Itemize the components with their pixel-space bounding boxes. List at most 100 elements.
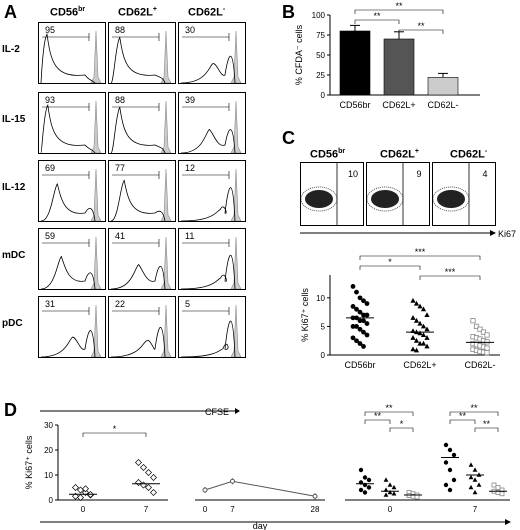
significance-label: ** xyxy=(483,419,491,429)
data-point xyxy=(468,462,474,467)
data-point xyxy=(443,482,449,488)
row-label: IL-12 xyxy=(2,182,26,193)
significance-label: ** xyxy=(373,11,381,21)
panel-b-letter: B xyxy=(282,2,295,22)
percent-label: 93 xyxy=(45,95,55,105)
data-point xyxy=(362,475,368,480)
data-point xyxy=(150,474,157,481)
significance-bracket xyxy=(364,411,414,416)
significance-bracket xyxy=(449,419,476,424)
significance-label: *** xyxy=(415,247,426,257)
data-point xyxy=(77,494,84,501)
data-point xyxy=(354,338,359,344)
percent-label: 12 xyxy=(185,163,195,173)
cfse-axis-arrow xyxy=(40,408,240,414)
data-point xyxy=(391,484,397,490)
sample-curve xyxy=(180,254,236,289)
dot-plot: 10 xyxy=(300,162,364,226)
sample-curve xyxy=(180,55,236,83)
significance-label: ** xyxy=(417,21,425,31)
data-point xyxy=(472,489,478,495)
data-point xyxy=(468,484,474,490)
row-label: IL-15 xyxy=(2,114,26,125)
percent-label: 5 xyxy=(185,299,190,309)
data-point xyxy=(414,494,420,500)
data-point xyxy=(491,482,497,488)
y-tick-label: 0 xyxy=(49,496,54,505)
sample-curve xyxy=(40,104,96,153)
sample-curve xyxy=(40,255,96,289)
data-point xyxy=(350,304,356,309)
significance-label: ** xyxy=(459,411,467,421)
y-tick-label: 5 xyxy=(321,322,326,331)
percent-label: 59 xyxy=(45,231,55,241)
significance-label: * xyxy=(388,257,392,267)
data-point xyxy=(230,478,235,484)
data-point xyxy=(410,315,416,320)
x-tick-label: 28 xyxy=(311,505,320,514)
reference-peak xyxy=(230,30,242,83)
significance-label: ** xyxy=(395,1,403,11)
data-point xyxy=(413,300,420,306)
data-point xyxy=(357,341,363,346)
data-point xyxy=(413,347,420,353)
percent-label: 39 xyxy=(185,95,195,105)
percent-label: 31 xyxy=(45,299,55,309)
data-point xyxy=(420,323,427,329)
data-point xyxy=(447,467,453,473)
significance-bracket xyxy=(359,255,481,260)
data-point xyxy=(499,491,505,497)
cell-cluster xyxy=(305,190,333,208)
sample-curve xyxy=(180,320,236,357)
percent-label: 41 xyxy=(115,231,125,241)
col-header-cd56br: CD56br xyxy=(50,6,86,19)
data-point xyxy=(383,487,389,492)
significance-bracket xyxy=(419,275,481,280)
data-point xyxy=(484,332,490,338)
histogram-plot: 41 xyxy=(108,228,176,290)
data-point xyxy=(410,346,416,352)
sample-curve xyxy=(110,179,166,221)
histogram-plot: 88 xyxy=(108,92,176,154)
histogram-plot: 95 xyxy=(38,22,106,84)
row-label: mDC xyxy=(2,250,26,261)
data-point xyxy=(420,340,427,346)
time-course-line xyxy=(204,480,316,497)
y-tick-label: 25 xyxy=(316,71,325,80)
data-point xyxy=(420,306,427,312)
data-point xyxy=(357,309,363,315)
row-label: IL-2 xyxy=(2,44,20,55)
histogram-plot: 22 xyxy=(108,296,176,358)
histogram-plot: 5 xyxy=(178,296,246,358)
reference-peak xyxy=(230,168,242,221)
ki67-axis-label: Ki67 xyxy=(498,229,517,239)
data-point xyxy=(350,335,356,341)
data-point xyxy=(361,344,366,349)
reference-peak xyxy=(90,304,102,357)
x-tick-label: 7 xyxy=(144,505,149,514)
x-tick-label: CD62L+ xyxy=(403,360,436,370)
histogram-plot: 69 xyxy=(38,160,106,222)
significance-label: * xyxy=(113,424,117,434)
histogram-plot: 77 xyxy=(108,160,176,222)
data-point xyxy=(364,332,370,338)
data-point xyxy=(357,295,363,301)
y-tick-label: 0 xyxy=(321,91,326,100)
histogram-plot: 31 xyxy=(38,296,106,358)
x-tick-label: CD56br xyxy=(344,360,375,370)
reference-peak xyxy=(90,236,102,289)
dot-percent-label: 4 xyxy=(482,169,487,179)
histogram-plot: 30 xyxy=(178,22,246,84)
day-axis-label: day xyxy=(253,521,268,530)
data-point xyxy=(477,326,483,332)
y-tick-label: 50 xyxy=(316,51,325,60)
histogram-plot: 12 xyxy=(178,160,246,222)
data-point xyxy=(366,485,372,490)
day-axis-arrowhead xyxy=(505,519,511,525)
data-point xyxy=(424,326,430,332)
significance-bracket xyxy=(389,427,414,432)
data-point xyxy=(350,324,356,329)
data-point xyxy=(361,329,366,335)
data-point xyxy=(82,485,89,493)
significance-label: ** xyxy=(385,403,393,413)
